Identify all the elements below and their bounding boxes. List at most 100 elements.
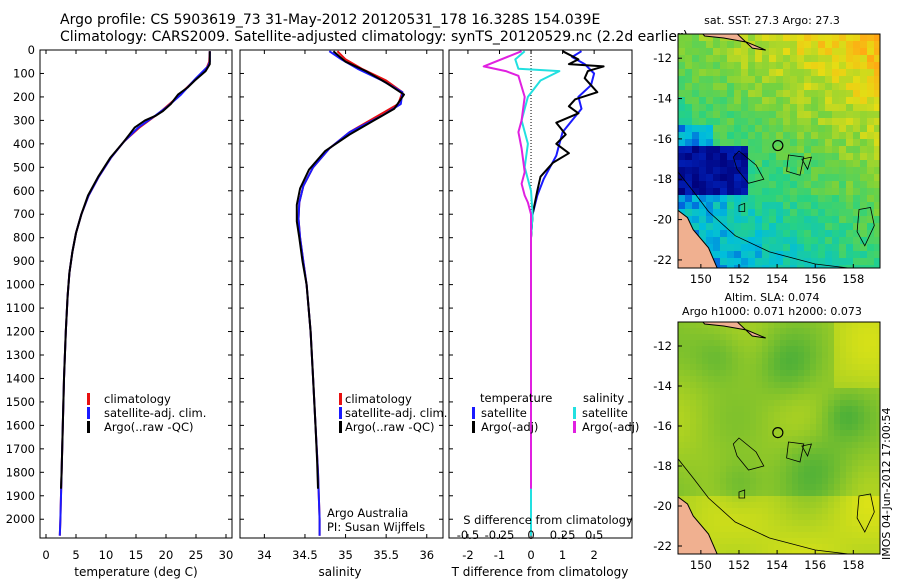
heatmap-cell: [756, 406, 763, 413]
heatmap-cell: [755, 181, 763, 189]
heatmap-cell: [828, 424, 835, 431]
heatmap-cell: [713, 160, 721, 168]
heatmap-cell: [818, 160, 826, 168]
heatmap-cell: [727, 69, 735, 77]
heatmap-cell: [756, 508, 763, 515]
heatmap-cell: [828, 550, 835, 554]
heatmap-cell: [839, 230, 847, 238]
heatmap-cell: [783, 181, 791, 189]
heatmap-cell: [864, 472, 871, 479]
heatmap-cell: [692, 125, 700, 133]
heatmap-cell: [811, 104, 819, 112]
heatmap-cell: [839, 139, 847, 147]
heatmap-cell: [678, 358, 685, 365]
heatmap-cell: [858, 346, 865, 353]
heatmap-cell: [684, 376, 691, 383]
heatmap-cell: [768, 412, 775, 419]
heatmap-cell: [853, 41, 861, 49]
heatmap-cell: [706, 69, 714, 77]
heatmap-cell: [816, 508, 823, 515]
heatmap-cell: [744, 538, 751, 545]
heatmap-cell: [762, 376, 769, 383]
heatmap-cell: [846, 472, 853, 479]
heatmap-cell: [685, 104, 693, 112]
heatmap-cell: [797, 160, 805, 168]
salinity-profile-panel: 34 34.5 35 35.5 36 salinity climatology sate…: [239, 49, 447, 579]
heatmap-cell: [702, 340, 709, 347]
heatmap-cell: [786, 520, 793, 527]
heatmap-cell: [834, 400, 841, 407]
heatmap-cell: [853, 237, 861, 245]
heatmap-cell: [852, 388, 859, 395]
heatmap-cell: [864, 484, 871, 491]
heatmap-cell: [720, 251, 728, 259]
heatmap-cell: [699, 41, 707, 49]
heatmap-cell: [744, 400, 751, 407]
heatmap-cell: [870, 448, 877, 455]
depth-tick-label: 200: [13, 90, 35, 104]
heatmap-cell: [768, 454, 775, 461]
heatmap-cell: [846, 436, 853, 443]
heatmap-cell: [810, 508, 817, 515]
heatmap-cell: [727, 202, 735, 210]
heatmap-cell: [685, 209, 693, 217]
heatmap-cell: [867, 41, 875, 49]
heatmap-cell: [696, 448, 703, 455]
heatmap-cell: [804, 125, 812, 133]
heatmap-cell: [692, 83, 700, 91]
heatmap-cell: [811, 188, 819, 196]
heatmap-cell: [876, 544, 880, 551]
argo-float-location-marker: [772, 427, 784, 439]
heatmap-cell: [834, 532, 841, 539]
heatmap-cell: [825, 223, 833, 231]
heatmap-cell: [822, 322, 829, 329]
heatmap-cell: [738, 454, 745, 461]
heatmap-cell: [726, 334, 733, 341]
heatmap-cell: [685, 48, 693, 56]
heatmap-cell: [792, 442, 799, 449]
heatmap-cell: [832, 188, 840, 196]
heatmap-cell: [792, 430, 799, 437]
heatmap-cell: [864, 496, 871, 503]
heatmap-cell: [867, 174, 875, 182]
heatmap-cell: [818, 174, 826, 182]
heatmap-cell: [756, 328, 763, 335]
heatmap-cell: [756, 532, 763, 539]
heatmap-cell: [786, 436, 793, 443]
heatmap-cell: [797, 174, 805, 182]
heatmap-cell: [874, 146, 880, 154]
heatmap-cell: [768, 388, 775, 395]
heatmap-cell: [867, 258, 875, 266]
heatmap-cell: [696, 436, 703, 443]
heatmap-cell: [748, 216, 756, 224]
heatmap-cell: [762, 490, 769, 497]
heatmap-cell: [852, 424, 859, 431]
heatmap-cell: [860, 223, 868, 231]
heatmap-cell: [768, 436, 775, 443]
heatmap-cell: [727, 83, 735, 91]
heatmap-cell: [810, 460, 817, 467]
heatmap-cell: [738, 334, 745, 341]
heatmap-cell: [858, 358, 865, 365]
heatmap-cell: [762, 258, 770, 266]
heatmap-cell: [783, 160, 791, 168]
heatmap-cell: [776, 258, 784, 266]
heatmap-cell: [684, 340, 691, 347]
heatmap-cell: [714, 460, 721, 467]
heatmap-cell: [741, 181, 749, 189]
heatmap-cell: [792, 544, 799, 551]
heatmap-cell: [818, 202, 826, 210]
heatmap-cell: [876, 370, 880, 377]
heatmap-cell: [804, 370, 811, 377]
heatmap-cell: [699, 48, 707, 56]
heatmap-cell: [714, 454, 721, 461]
heatmap-cell: [762, 550, 769, 554]
heatmap-cell: [678, 202, 686, 210]
heatmap-cell: [762, 83, 770, 91]
heatmap-cell: [776, 244, 784, 252]
heatmap-cell: [720, 202, 728, 210]
heatmap-cell: [810, 436, 817, 443]
heatmap-cell: [769, 202, 777, 210]
heatmap-cell: [726, 442, 733, 449]
heatmap-cell: [706, 83, 714, 91]
